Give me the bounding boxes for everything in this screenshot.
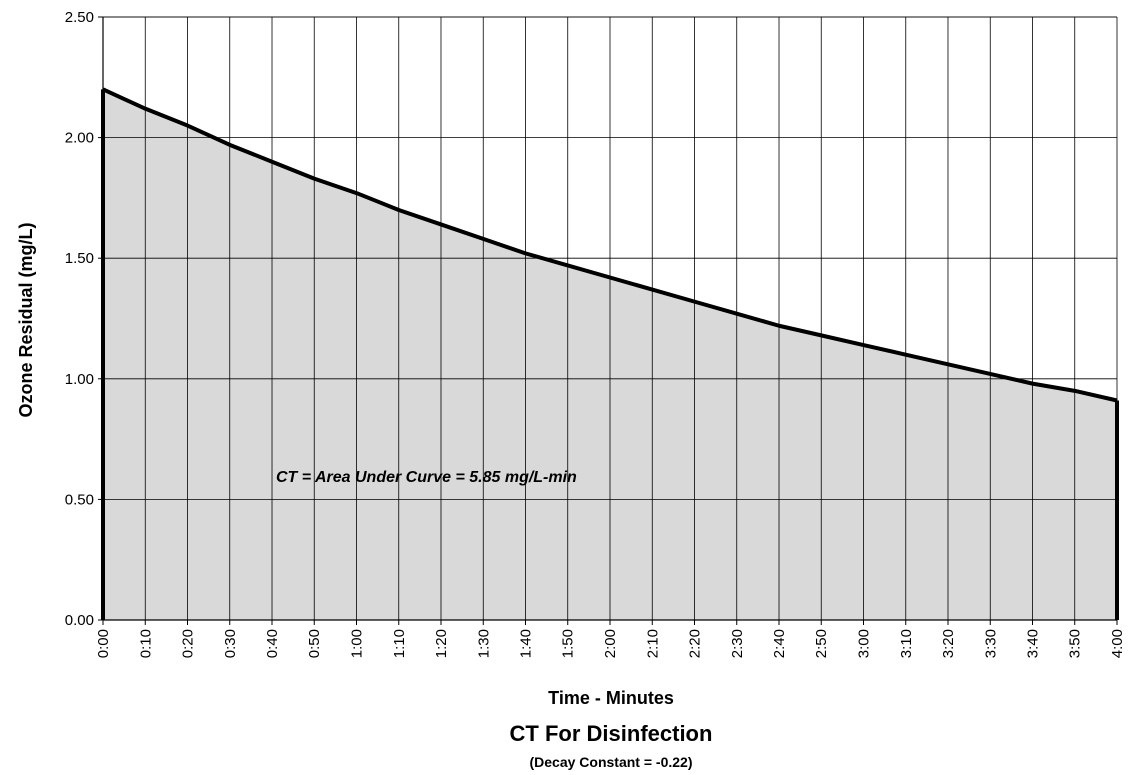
x-tick-label: 1:50: [560, 629, 577, 658]
x-tick-label: 1:00: [349, 629, 366, 658]
x-tick-label: 3:30: [982, 629, 999, 658]
x-tick-label: 3:40: [1025, 629, 1042, 658]
x-tick-label: 3:10: [898, 629, 915, 658]
x-tick-label: 1:30: [475, 629, 492, 658]
x-tick-label: 2:40: [771, 629, 788, 658]
y-tick-label: 1.00: [65, 371, 94, 388]
x-tick-label: 1:40: [518, 629, 535, 658]
x-tick-label: 0:20: [179, 629, 196, 658]
x-tick-label: 2:20: [686, 629, 703, 658]
decay-curve-line: [102, 87, 1118, 403]
x-tick-labels: 0:00 0:10 0:20 0:30 0:40 0:50 1:00 1:10 1:20 1:30…: [95, 629, 1126, 658]
x-tick-label: 0:10: [137, 629, 154, 658]
x-tick-label: 2:10: [644, 629, 661, 658]
x-tick-label: 0:00: [95, 629, 112, 658]
x-tick-label: 2:30: [729, 629, 746, 658]
area-annotation: CT = Area Under Curve = 5.85 mg/L-min: [276, 469, 577, 486]
gridlines: [103, 16, 1117, 620]
x-tick-label: 3:00: [856, 629, 873, 658]
chart-title: CT For Disinfection: [510, 721, 713, 746]
x-tick-label: 0:50: [306, 629, 323, 658]
y-tick-labels: 0.00 0.50 1.00 1.50 2.00 2.50: [65, 9, 94, 629]
x-tick-label: 1:10: [391, 629, 408, 658]
x-tick-label: 3:50: [1067, 629, 1084, 658]
x-tick-label: 0:40: [264, 629, 281, 658]
x-tick-label: 2:00: [602, 629, 619, 658]
y-tick-label: 2.50: [65, 9, 94, 26]
y-tick-label: 0.00: [65, 612, 94, 629]
x-tick-label: 4:00: [1109, 629, 1126, 658]
axes: [98, 16, 1118, 625]
x-tick-label: 1:20: [433, 629, 450, 658]
x-tick-label: 3:20: [940, 629, 957, 658]
x-axis-title: Time - Minutes: [548, 688, 674, 708]
y-tick-label: 1.50: [65, 250, 94, 267]
y-axis-title: Ozone Residual (mg/L): [16, 222, 36, 417]
x-tick-label: 0:30: [222, 629, 239, 658]
x-tick-label: 2:50: [813, 629, 830, 658]
y-tick-label: 2.00: [65, 130, 94, 147]
chart-subtitle: (Decay Constant = -0.22): [530, 754, 693, 770]
y-tick-label: 0.50: [65, 491, 94, 508]
